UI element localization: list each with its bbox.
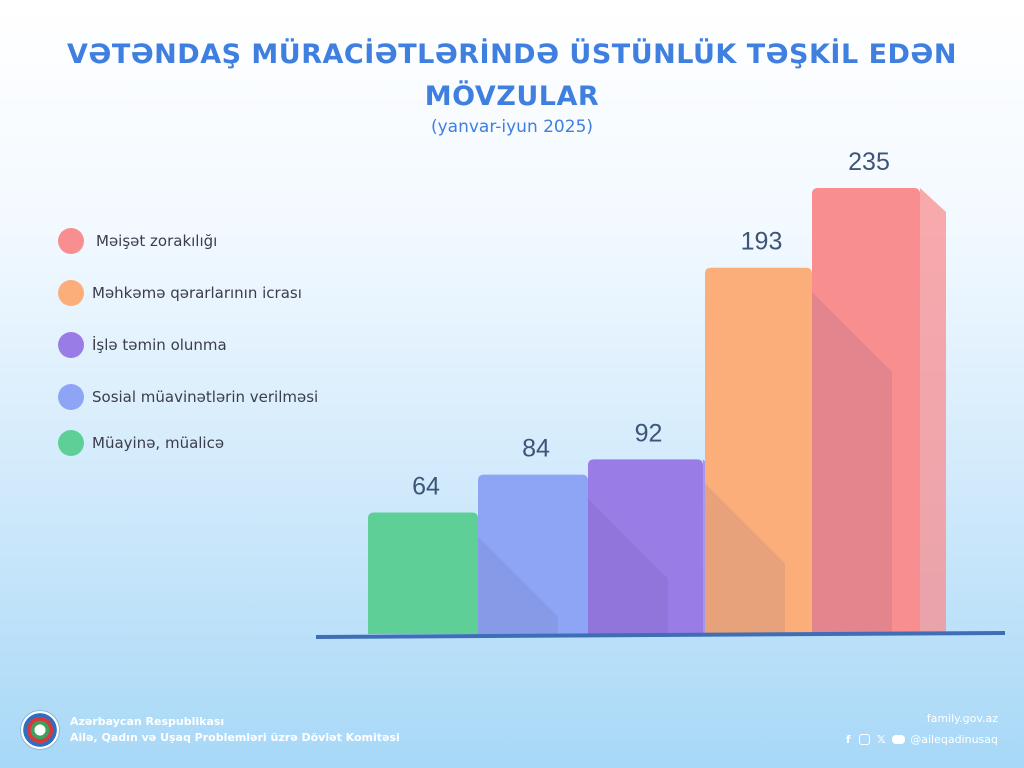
footer-organization: Azərbaycan Respublikası Ailə, Qadın və U…: [20, 710, 400, 750]
bar-front-face: [705, 267, 812, 634]
bar-side-face: [920, 188, 946, 634]
legend-item: Məhkəmə qərarlarının icrası: [58, 280, 302, 306]
bar-front-face: [812, 188, 920, 634]
state-emblem-icon: [20, 710, 60, 750]
footer-website[interactable]: family.gov.az: [926, 712, 998, 725]
bar-value-label: 84: [522, 435, 550, 463]
youtube-icon[interactable]: [892, 735, 906, 744]
footer-org-line-2: Ailə, Qadın və Uşaq Problemləri üzrə Döv…: [70, 731, 400, 744]
legend-item: İşlə təmin olunma: [58, 332, 227, 358]
chart-title: VƏTƏNDAŞ MÜRACİƏTLƏRİNDƏ ÜSTÜNLÜK TƏŞKİL…: [62, 34, 962, 118]
facebook-icon[interactable]: f: [845, 732, 851, 746]
bar-value-label: 92: [635, 419, 663, 447]
footer-org-line-1: Azərbaycan Respublikası: [70, 715, 225, 728]
bar-value-label: 64: [412, 473, 440, 501]
legend-swatch: [58, 228, 84, 254]
bar-shadow: [705, 483, 785, 634]
chart-baseline: [315, 631, 1006, 639]
legend-label: Müayinə, müalicə: [92, 434, 225, 452]
footer-contacts: family.gov.az f 𝕏 @aileqadinusaq: [842, 712, 998, 746]
chart-subtitle: (yanvar-iyun 2025): [430, 117, 594, 137]
legend-swatch: [58, 280, 84, 306]
bar-front-face: [588, 459, 703, 634]
legend-label: Məişət zorakılığı: [96, 232, 218, 250]
legend-item: Müayinə, müalicə: [58, 430, 224, 456]
bar-shadow: [588, 498, 668, 634]
legend-swatch: [58, 332, 84, 358]
legend-label: Sosial müavinətlərin verilməsi: [92, 388, 319, 406]
x-icon[interactable]: 𝕏: [876, 732, 886, 746]
chart-title-line-1: VƏTƏNDAŞ MÜRACİƏTLƏRİNDƏ ÜSTÜNLÜK TƏŞKİL…: [67, 39, 957, 70]
bar-front-face: [368, 512, 478, 634]
bar-front-face: [478, 474, 588, 634]
legend-swatch: [58, 430, 84, 456]
bar-value-label: 193: [741, 228, 783, 256]
bar-shadow: [812, 291, 892, 634]
legend-label: Məhkəmə qərarlarının icrası: [92, 284, 302, 302]
legend-label: İşlə təmin olunma: [92, 336, 227, 354]
legend-item: Məişət zorakılığı: [58, 228, 217, 254]
legend-swatch: [58, 384, 84, 410]
bar-shadow: [478, 536, 558, 634]
bar-value-label: 235: [848, 148, 890, 176]
footer-social-handle[interactable]: @aileqadinusaq: [910, 733, 998, 746]
bar-5: [812, 188, 946, 634]
chart-title-line-2: MÖVZULAR: [424, 81, 600, 112]
instagram-icon[interactable]: [859, 734, 871, 745]
legend-item: Sosial müavinətlərin verilməsi: [58, 384, 318, 410]
